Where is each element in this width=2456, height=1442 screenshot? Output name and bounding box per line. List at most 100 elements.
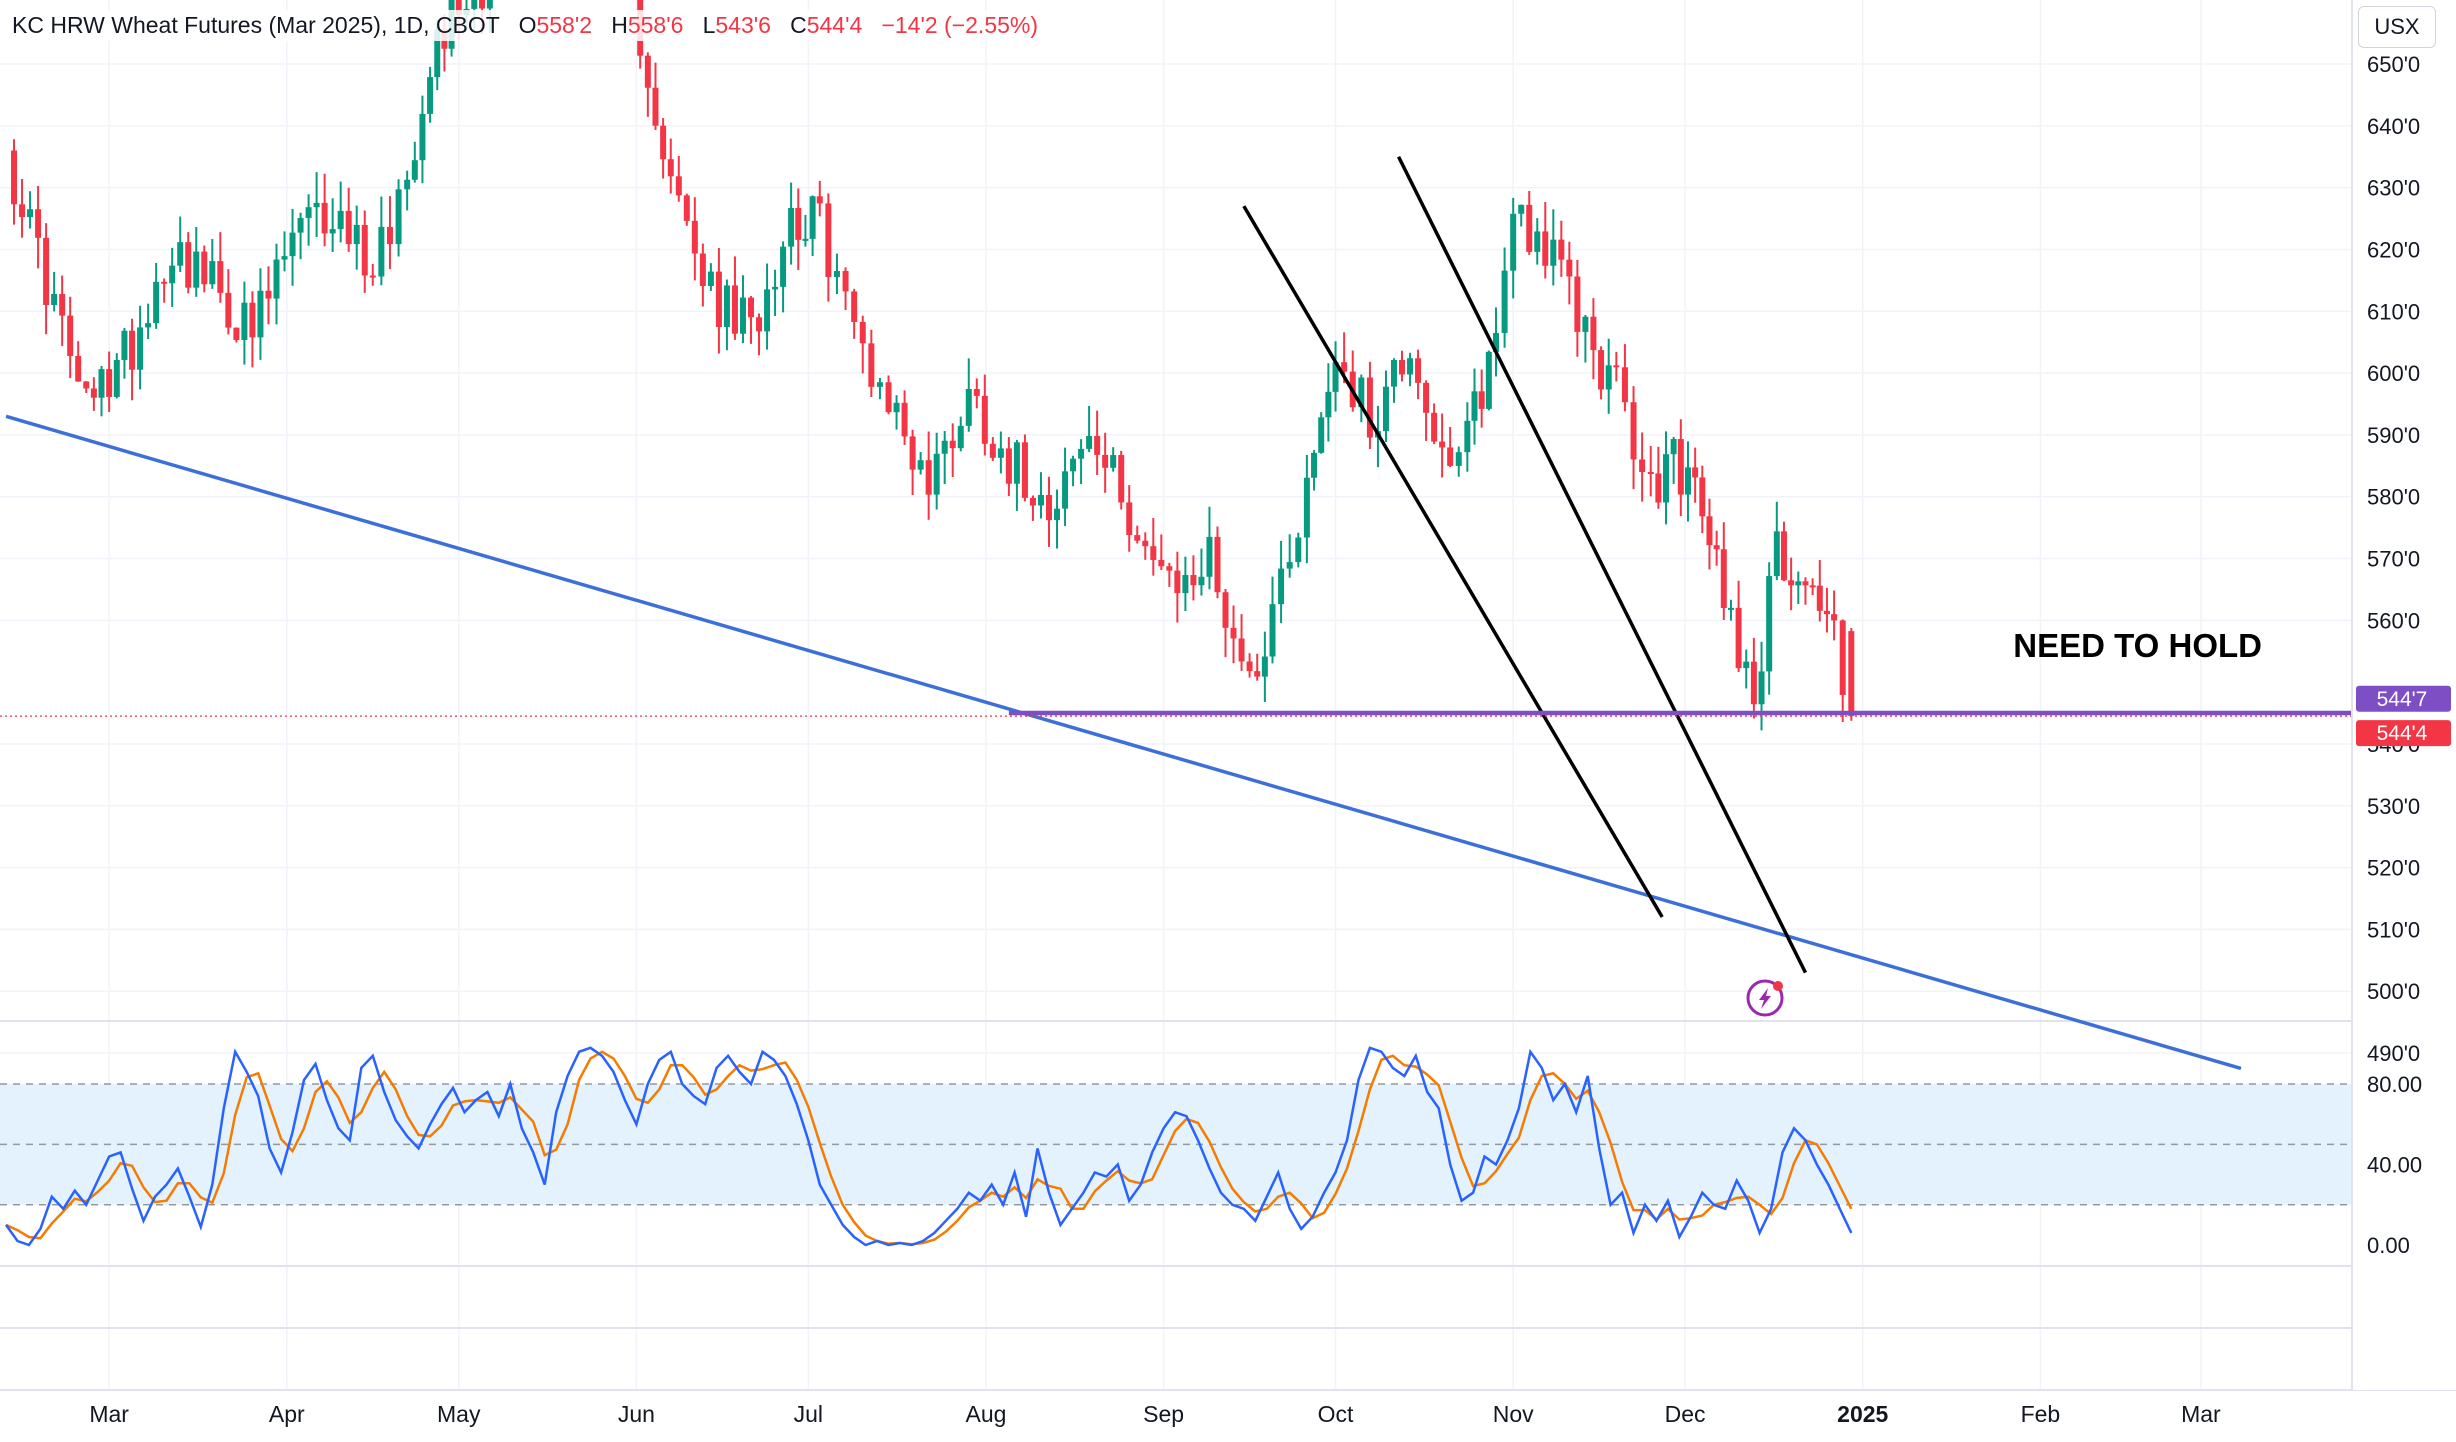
candle-body <box>893 402 900 413</box>
candle-body <box>1471 391 1478 421</box>
candle-body <box>145 323 152 328</box>
channel-line[interactable] <box>1242 205 1664 918</box>
candle-body <box>411 160 418 180</box>
candle-down <box>660 118 667 179</box>
candle-body <box>802 238 809 241</box>
candle-body <box>257 290 264 338</box>
candle-body <box>169 265 176 284</box>
candle-body <box>1110 455 1117 468</box>
high-value: 558'6 <box>627 12 684 38</box>
candle-body <box>1720 549 1727 608</box>
drawings-layer[interactable] <box>0 155 2352 1071</box>
price-tick-label: 510'0 <box>2367 917 2420 942</box>
candle-body <box>868 343 875 387</box>
candle-body <box>1118 455 1125 503</box>
candle-up <box>1311 450 1318 491</box>
candle-body <box>1278 568 1285 605</box>
candle-down <box>67 296 74 379</box>
candle-body <box>98 369 105 398</box>
stoch-tick-label: 80.00 <box>2367 1072 2422 1097</box>
candle-body <box>11 150 18 205</box>
candle-body <box>1230 627 1237 639</box>
time-tick-label: Apr <box>269 1401 305 1427</box>
price-label-bg <box>2356 720 2451 747</box>
candle-down <box>1005 437 1012 497</box>
candle-body <box>177 242 184 266</box>
candle-body <box>756 317 763 332</box>
candle-down <box>1366 361 1373 450</box>
candle-down <box>1254 653 1261 681</box>
candle-body <box>1311 452 1318 478</box>
candle-body <box>27 209 34 218</box>
candle-down <box>11 139 18 225</box>
support-trendline[interactable] <box>5 414 2242 1071</box>
time-tick-label: Oct <box>1318 1401 1354 1427</box>
candle-up <box>193 226 200 297</box>
time-tick-label: Mar <box>89 1401 129 1427</box>
candle-down <box>249 291 256 368</box>
candle-body <box>395 189 402 245</box>
close-value: 544'4 <box>806 12 863 38</box>
candle-body <box>1743 661 1750 669</box>
time-tick-label: Aug <box>965 1401 1006 1427</box>
price-label-text: 544'7 <box>2377 688 2428 711</box>
price-tick-label: 560'0 <box>2367 608 2420 633</box>
candle-down <box>1713 530 1720 566</box>
candle-body <box>1780 531 1787 581</box>
candle-body <box>193 251 200 288</box>
channel-line[interactable] <box>1397 155 1808 974</box>
stoch-k-line <box>4 1046 1853 1247</box>
candle-up <box>241 281 248 365</box>
candle-body <box>949 440 956 449</box>
candle-body <box>1303 477 1310 538</box>
candle-body <box>1142 540 1149 547</box>
candle-up <box>1464 402 1471 472</box>
candle-body <box>691 220 698 254</box>
currency-button[interactable]: USX <box>2358 6 2436 48</box>
candle-down <box>925 431 932 520</box>
candle-body <box>1070 458 1077 472</box>
stochastic-series <box>4 1046 1853 1247</box>
alert-icon[interactable] <box>1746 979 1784 1017</box>
candle-down <box>1174 551 1181 623</box>
open-label: O <box>518 12 537 38</box>
grid-lines <box>0 0 2456 1391</box>
candle-up <box>427 66 434 123</box>
candle-body <box>1029 497 1036 506</box>
price-tick-label: 640'0 <box>2367 114 2420 139</box>
candle-down <box>949 423 956 477</box>
candle-down <box>1118 450 1125 510</box>
candle-up <box>1605 338 1612 414</box>
candle-body <box>1439 441 1446 448</box>
candle-up <box>297 212 304 260</box>
candle-up <box>764 263 771 350</box>
candle-body <box>217 261 224 293</box>
candle-up <box>378 196 385 286</box>
candle-down <box>756 313 763 356</box>
candle-body <box>1684 467 1691 495</box>
candle-body <box>1574 276 1581 332</box>
candle-body <box>1590 316 1597 351</box>
candle-down <box>1655 446 1662 509</box>
candle-down <box>691 197 698 281</box>
candle-down <box>1447 426 1454 468</box>
symbol-legend[interactable]: KC HRW Wheat Futures (Mar 2025), 1D, CBO… <box>8 10 1043 41</box>
need-to-hold-annotation[interactable]: NEED TO HOLD <box>2013 627 2262 664</box>
candle-body <box>1286 562 1293 569</box>
candle-body <box>660 125 667 160</box>
open-value: 558'2 <box>536 12 593 38</box>
candle-up <box>1037 472 1044 519</box>
candle-body <box>1598 350 1605 390</box>
candle-body <box>1005 448 1012 484</box>
candle-down <box>1848 628 1855 721</box>
candle-down <box>816 180 823 217</box>
candle-down <box>842 267 849 311</box>
candle-body <box>337 210 344 230</box>
candle-down <box>1423 380 1430 441</box>
candle-body <box>859 321 866 344</box>
candle-body <box>715 271 722 328</box>
candle-up <box>1766 562 1773 695</box>
candle-up <box>1390 358 1397 403</box>
candle-down <box>75 341 82 382</box>
